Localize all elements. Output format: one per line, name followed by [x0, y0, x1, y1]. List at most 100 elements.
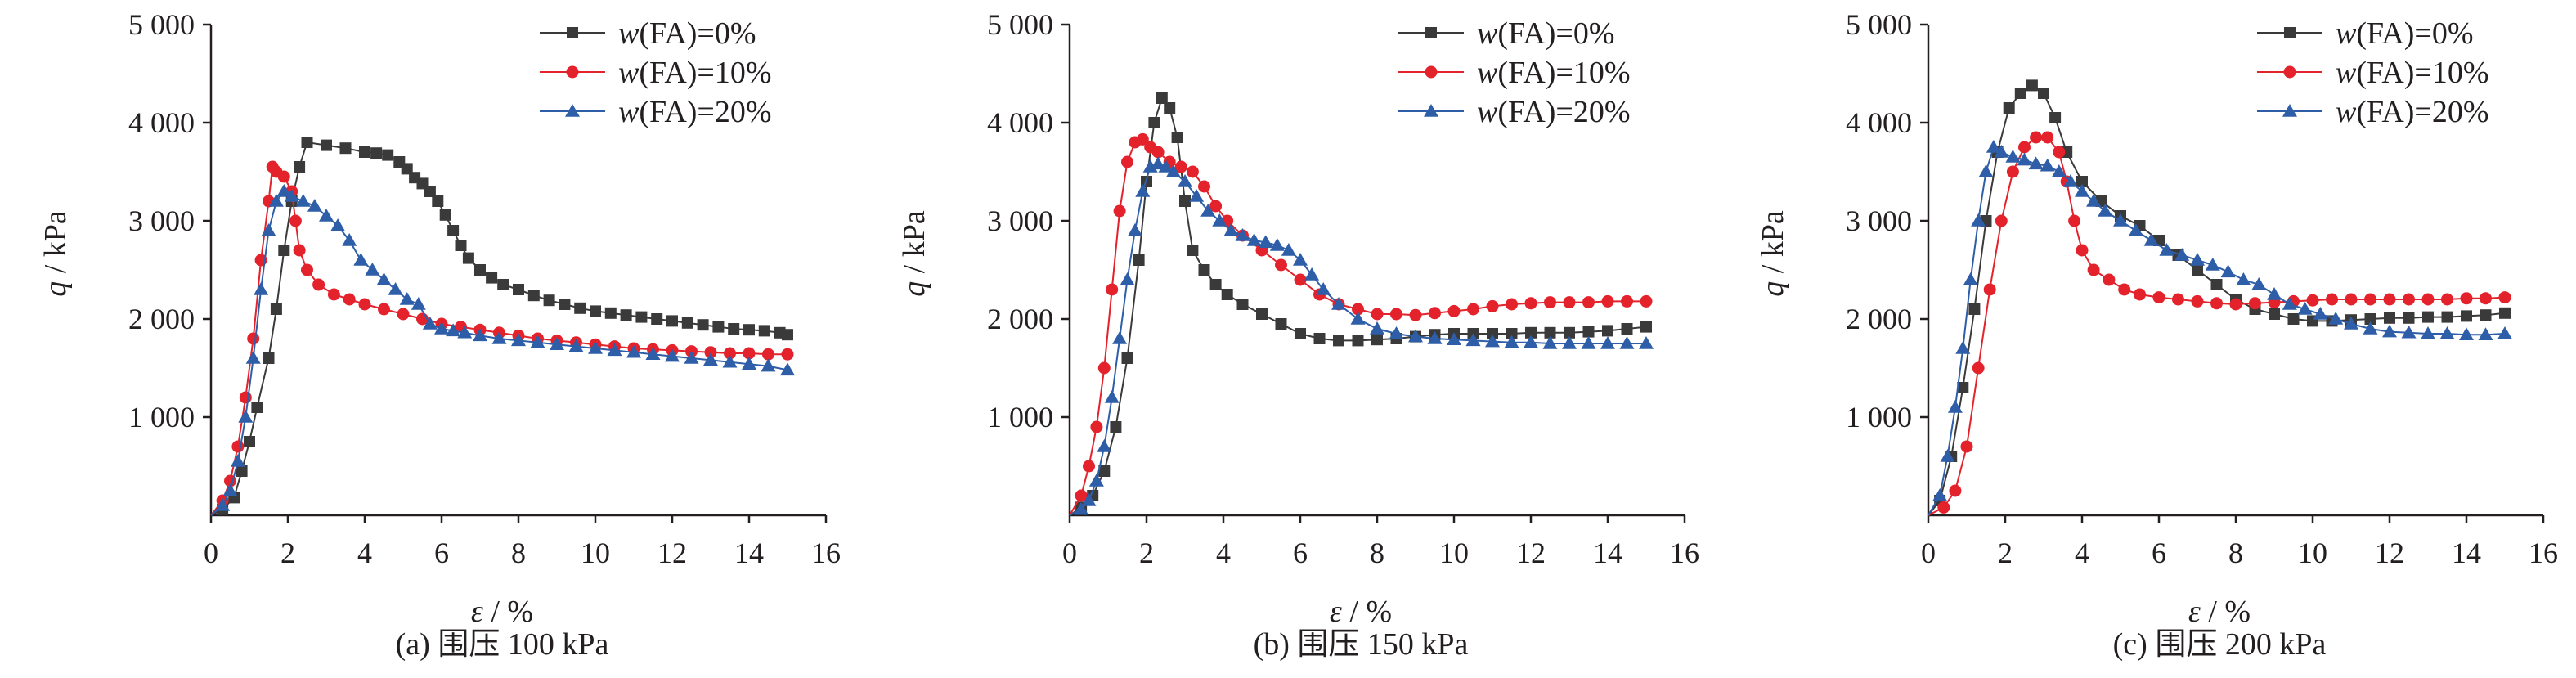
- data-point: [684, 351, 699, 364]
- data-point: [2345, 293, 2358, 306]
- x-tick-label: 14: [1593, 537, 1622, 569]
- data-point: [1258, 235, 1273, 249]
- data-point: [359, 146, 370, 158]
- data-point: [1333, 335, 1344, 347]
- data-point: [370, 147, 383, 159]
- data-point: [446, 323, 461, 337]
- data-point: [1963, 272, 1978, 285]
- data-point: [1136, 132, 1149, 146]
- data-point: [382, 149, 394, 161]
- data-point: [2236, 272, 2251, 285]
- data-point: [1350, 312, 1366, 325]
- data-point: [1186, 165, 1199, 178]
- data-point: [1189, 189, 1205, 202]
- data-point: [2006, 165, 2019, 178]
- data-point: [231, 440, 245, 453]
- data-point: [245, 351, 261, 364]
- series-line: [1069, 138, 1646, 516]
- data-point: [2326, 293, 2338, 306]
- data-point: [1467, 303, 1479, 316]
- legend-marker: [567, 27, 578, 38]
- data-point: [2344, 317, 2358, 330]
- y-tick-label: 5 000: [1846, 8, 1912, 41]
- data-point: [2403, 312, 2415, 324]
- data-point: [434, 321, 449, 335]
- legend-marker: [2283, 65, 2296, 79]
- data-point: [1581, 336, 1596, 349]
- series-fa20: [1928, 140, 2512, 516]
- data-point: [2040, 158, 2055, 172]
- data-point: [358, 298, 371, 311]
- data-point: [1198, 180, 1210, 193]
- legend-label: w(FA)=0%: [618, 16, 756, 51]
- data-point: [2421, 293, 2435, 306]
- data-point: [439, 209, 451, 221]
- data-point: [2076, 176, 2088, 187]
- data-point: [2028, 156, 2044, 170]
- legend-marker: [1425, 27, 1437, 38]
- data-point: [2068, 214, 2081, 227]
- data-point: [2401, 325, 2417, 339]
- data-point: [1429, 307, 1441, 320]
- x-tick-label: 12: [2375, 537, 2404, 569]
- data-point: [301, 263, 313, 276]
- data-point: [1352, 335, 1364, 347]
- data-point: [388, 282, 403, 295]
- data-point: [1293, 253, 1308, 266]
- legend-label: w(FA)=10%: [2336, 56, 2489, 90]
- x-tick-label: 0: [204, 537, 218, 569]
- x-tick-label: 2: [280, 537, 295, 569]
- chart-panel-a: 0 2 4 6 8 10 12 14 16 1 000 2 000 3 000 4 000 5 000 ε …: [0, 0, 859, 678]
- data-point: [1120, 272, 1135, 285]
- data-point: [1506, 328, 1518, 339]
- chart-panel-b: 0 2 4 6 8 10 12 14 16 1 000 2 000 3 000 4 000 5 000 ε …: [859, 0, 1717, 678]
- data-point: [1582, 296, 1595, 309]
- data-point: [697, 319, 709, 331]
- y-axis-title: q / kPa: [1756, 210, 1790, 297]
- data-point: [666, 315, 678, 327]
- data-point: [1971, 213, 1986, 227]
- data-point: [270, 303, 282, 315]
- x-axis-title: ε / %: [2188, 595, 2251, 629]
- data-point: [559, 299, 571, 310]
- data-point: [2038, 88, 2049, 99]
- data-point: [2267, 287, 2282, 300]
- data-point: [230, 454, 245, 467]
- data-point: [1486, 299, 1499, 312]
- x-tick-label: 16: [2529, 537, 2558, 569]
- data-point: [1088, 474, 1104, 487]
- y-tick-label: 1 000: [128, 401, 195, 433]
- legend: w(FA)=0% w(FA)=10% w(FA)=20%: [2257, 16, 2489, 129]
- x-tick-label: 8: [511, 537, 526, 569]
- data-point: [2143, 233, 2159, 246]
- data-point: [1212, 213, 1227, 227]
- data-point: [424, 186, 436, 197]
- data-point: [2364, 313, 2376, 325]
- chart-svg: 0 2 4 6 8 10 12 14 16 1 000 2 000 3 000 4 000 5 000 ε …: [897, 8, 1699, 662]
- data-point: [293, 244, 306, 257]
- y-tick-label: 2 000: [1846, 303, 1912, 335]
- data-point: [289, 214, 302, 227]
- legend-marker: [2282, 104, 2297, 117]
- data-point: [254, 282, 269, 295]
- data-point: [2384, 312, 2395, 324]
- data-point: [1639, 336, 1654, 349]
- data-point: [1564, 326, 1575, 339]
- data-point: [1955, 341, 1971, 354]
- legend-label: w(FA)=0%: [2336, 16, 2474, 51]
- data-point: [2103, 273, 2116, 286]
- data-point: [401, 163, 413, 175]
- data-point: [2018, 141, 2031, 154]
- y-tick-label: 4 000: [1846, 106, 1912, 139]
- data-point: [1352, 303, 1364, 316]
- data-point: [645, 347, 661, 360]
- data-point: [321, 139, 332, 151]
- data-point: [1209, 279, 1222, 290]
- data-point: [1427, 331, 1443, 344]
- data-point: [1621, 323, 1633, 335]
- x-tick-label: 6: [434, 537, 449, 569]
- data-point: [1081, 493, 1097, 506]
- data-point: [2005, 150, 2021, 163]
- data-point: [2210, 297, 2223, 310]
- data-point: [1983, 283, 1996, 296]
